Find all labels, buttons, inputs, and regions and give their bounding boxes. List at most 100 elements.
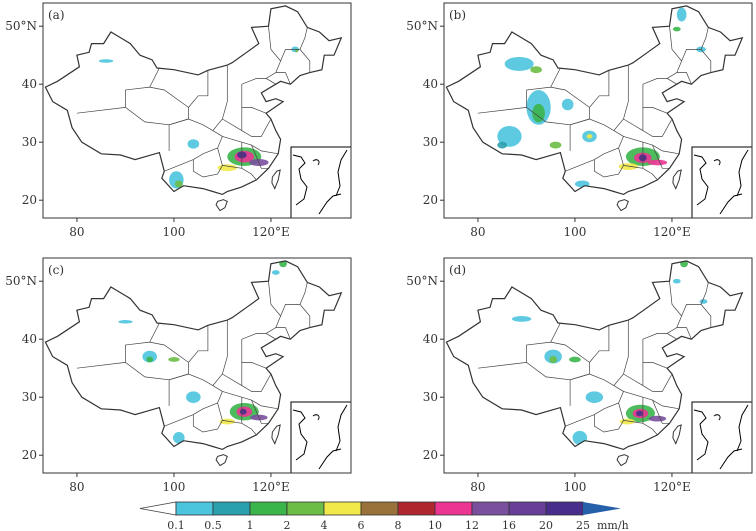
china-border: [445, 5, 744, 196]
colorbar-tick-label: 6: [358, 519, 365, 531]
province-boundary: [642, 362, 668, 386]
colorbar-tick-label: 2: [284, 519, 291, 531]
lat-tick-label: 40: [423, 77, 438, 91]
province-boundary: [477, 362, 571, 406]
province-boundary: [275, 304, 311, 328]
colorbar-tick-label: 0.1: [167, 519, 185, 531]
province-boundary: [700, 282, 709, 305]
rain-patch: [549, 356, 558, 363]
province-boundary: [565, 118, 624, 172]
rain-patch: [532, 103, 545, 123]
rain-layer: [98, 46, 300, 189]
lon-tick-label: 100: [162, 480, 185, 494]
lat-tick-label: 50°N: [406, 19, 438, 33]
province-boundary: [642, 107, 668, 131]
lon-tick-label: 80: [69, 225, 84, 239]
province-boundary: [192, 147, 223, 178]
province-boundary: [623, 118, 673, 137]
province-boundary: [589, 325, 610, 363]
lat-tick-label: 40: [423, 332, 438, 346]
taiwan-island: [271, 424, 281, 445]
lat-tick-label: 20: [22, 448, 37, 462]
china-border: [44, 260, 343, 451]
province-boundary: [642, 333, 677, 363]
rain-patch: [647, 159, 668, 166]
rain-patch: [569, 356, 581, 363]
rain-layer: [511, 260, 708, 445]
province-boundary: [299, 282, 308, 305]
province-boundary: [222, 118, 272, 137]
lat-tick-label: 20: [22, 193, 37, 207]
rain-patch: [586, 134, 593, 139]
south-china-sea-inset: [290, 401, 352, 474]
province-boundary: [666, 327, 692, 340]
taiwan-island: [672, 169, 682, 190]
rain-patch: [561, 98, 574, 111]
province-boundary: [212, 65, 228, 131]
rain-patch: [676, 7, 687, 22]
rain-patch: [172, 432, 185, 444]
taiwan-island: [672, 424, 682, 445]
colorbar-segment: [397, 501, 436, 516]
lat-tick-label: 30: [423, 390, 438, 404]
rain-patch: [271, 270, 280, 275]
rain-patch: [118, 320, 133, 324]
hainan-island: [215, 454, 228, 467]
province-boundary: [613, 65, 629, 131]
lon-tick-label: 120°E: [252, 480, 290, 494]
taiwan-island: [271, 169, 281, 190]
panel-label: (b): [449, 8, 466, 22]
province-boundary: [652, 144, 670, 169]
rain-patch: [672, 278, 681, 284]
province-boundary: [700, 27, 709, 50]
lat-tick-label: 30: [22, 135, 37, 149]
province-boundary: [669, 26, 682, 62]
province-boundary: [623, 373, 673, 392]
lon-tick-label: 120°E: [653, 225, 691, 239]
province-boundary: [241, 78, 276, 108]
colorbar-segment: [212, 501, 251, 516]
rain-layer: [118, 260, 287, 444]
colorbar-segment: [508, 501, 547, 516]
panel-frame: [42, 257, 352, 474]
province-boundary: [550, 67, 561, 88]
lat-tick-label: 20: [423, 448, 438, 462]
province-boundary: [149, 322, 160, 343]
province-boundary: [265, 72, 291, 85]
rain-patch: [146, 356, 154, 363]
rain-patch: [672, 26, 681, 32]
colorbar-segment: [434, 501, 473, 516]
china-border: [445, 260, 744, 451]
province-boundary: [594, 402, 624, 433]
lon-tick-label: 100: [162, 225, 185, 239]
map-panel: (b) 80 100 120°E 50°N 40 30 20: [406, 2, 753, 239]
colorbar-segment: [323, 501, 362, 516]
panel-frame: [42, 2, 352, 219]
hainan-island: [616, 454, 629, 467]
province-boundary: [241, 107, 267, 131]
colorbar-tick-label: 8: [395, 519, 402, 531]
lon-tick-label: 80: [69, 480, 84, 494]
rain-patch: [174, 180, 183, 188]
south-china-sea-inset: [691, 146, 753, 219]
province-boundary: [164, 373, 223, 427]
hainan-island: [215, 199, 228, 212]
rain-patch: [636, 410, 643, 417]
rain-patch: [699, 299, 708, 304]
colorbar-segment: [360, 501, 399, 516]
province-boundary: [594, 147, 624, 178]
colorbar-tick-label: 25: [576, 519, 590, 531]
rain-patch: [187, 139, 200, 149]
lat-tick-label: 30: [22, 390, 37, 404]
province-boundary: [299, 27, 308, 50]
panel-frame: [443, 2, 753, 219]
rain-patch: [648, 415, 667, 422]
province-boundary: [589, 70, 610, 108]
lat-tick-label: 50°N: [406, 274, 438, 288]
colorbar-tick-label: 1: [247, 519, 254, 531]
china-border: [44, 5, 343, 196]
province-boundary: [623, 165, 658, 181]
province-boundary: [642, 78, 677, 108]
province-boundary: [149, 67, 160, 88]
